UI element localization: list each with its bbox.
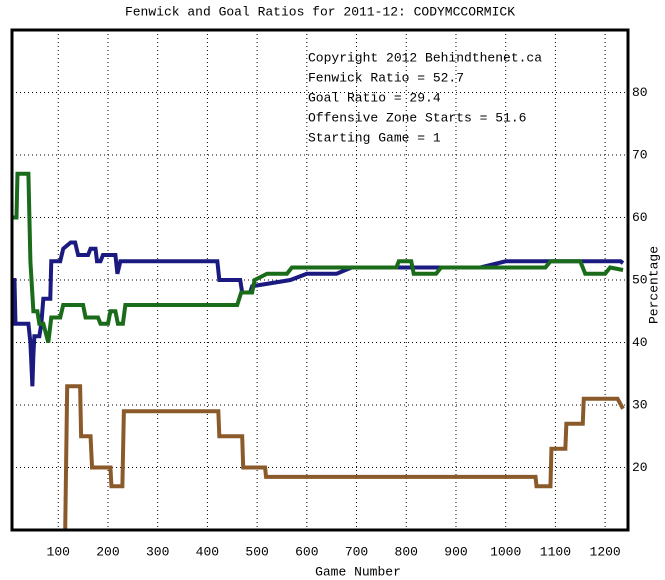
x-tick-label: 1000 — [490, 544, 521, 559]
x-tick-label: 200 — [96, 544, 119, 559]
x-tick-label: 700 — [345, 544, 368, 559]
series-line — [12, 240, 625, 387]
chart-title: Fenwick and Goal Ratios for 2011-12: COD… — [125, 4, 515, 19]
legend-text: Copyright 2012 Behindthenet.ca — [308, 50, 542, 65]
plot-lines — [12, 171, 625, 530]
y-axis-label: Percentage — [646, 246, 661, 324]
x-tick-label: 600 — [295, 544, 318, 559]
y-tick-label: 70 — [632, 147, 648, 162]
y-tick-label: 40 — [632, 335, 648, 350]
x-tick-label: 900 — [444, 544, 467, 559]
x-tick-label: 500 — [245, 544, 268, 559]
series-line — [63, 384, 625, 530]
y-tick-label: 20 — [632, 460, 648, 475]
x-axis-label: Game Number — [315, 564, 401, 579]
y-tick-label: 30 — [632, 397, 648, 412]
legend-text: Fenwick Ratio = 52.7 — [308, 70, 464, 85]
legend-text: Starting Game = 1 — [308, 130, 441, 145]
x-tick-label: 1200 — [590, 544, 621, 559]
y-tick-label: 60 — [632, 210, 648, 225]
grid — [12, 30, 628, 530]
x-tick-label: 100 — [47, 544, 70, 559]
legend-text: Offensive Zone Starts = 51.6 — [308, 110, 526, 125]
series-line — [12, 171, 624, 344]
y-tick-label: 50 — [632, 272, 648, 287]
x-tick-label: 800 — [395, 544, 418, 559]
plot-frame — [10, 28, 630, 532]
x-tick-label: 1100 — [540, 544, 571, 559]
legend-text: Goal Ratio = 29.4 — [308, 90, 441, 105]
x-tick-label: 400 — [196, 544, 219, 559]
y-tick-label: 80 — [632, 85, 648, 100]
x-tick-label: 300 — [146, 544, 169, 559]
